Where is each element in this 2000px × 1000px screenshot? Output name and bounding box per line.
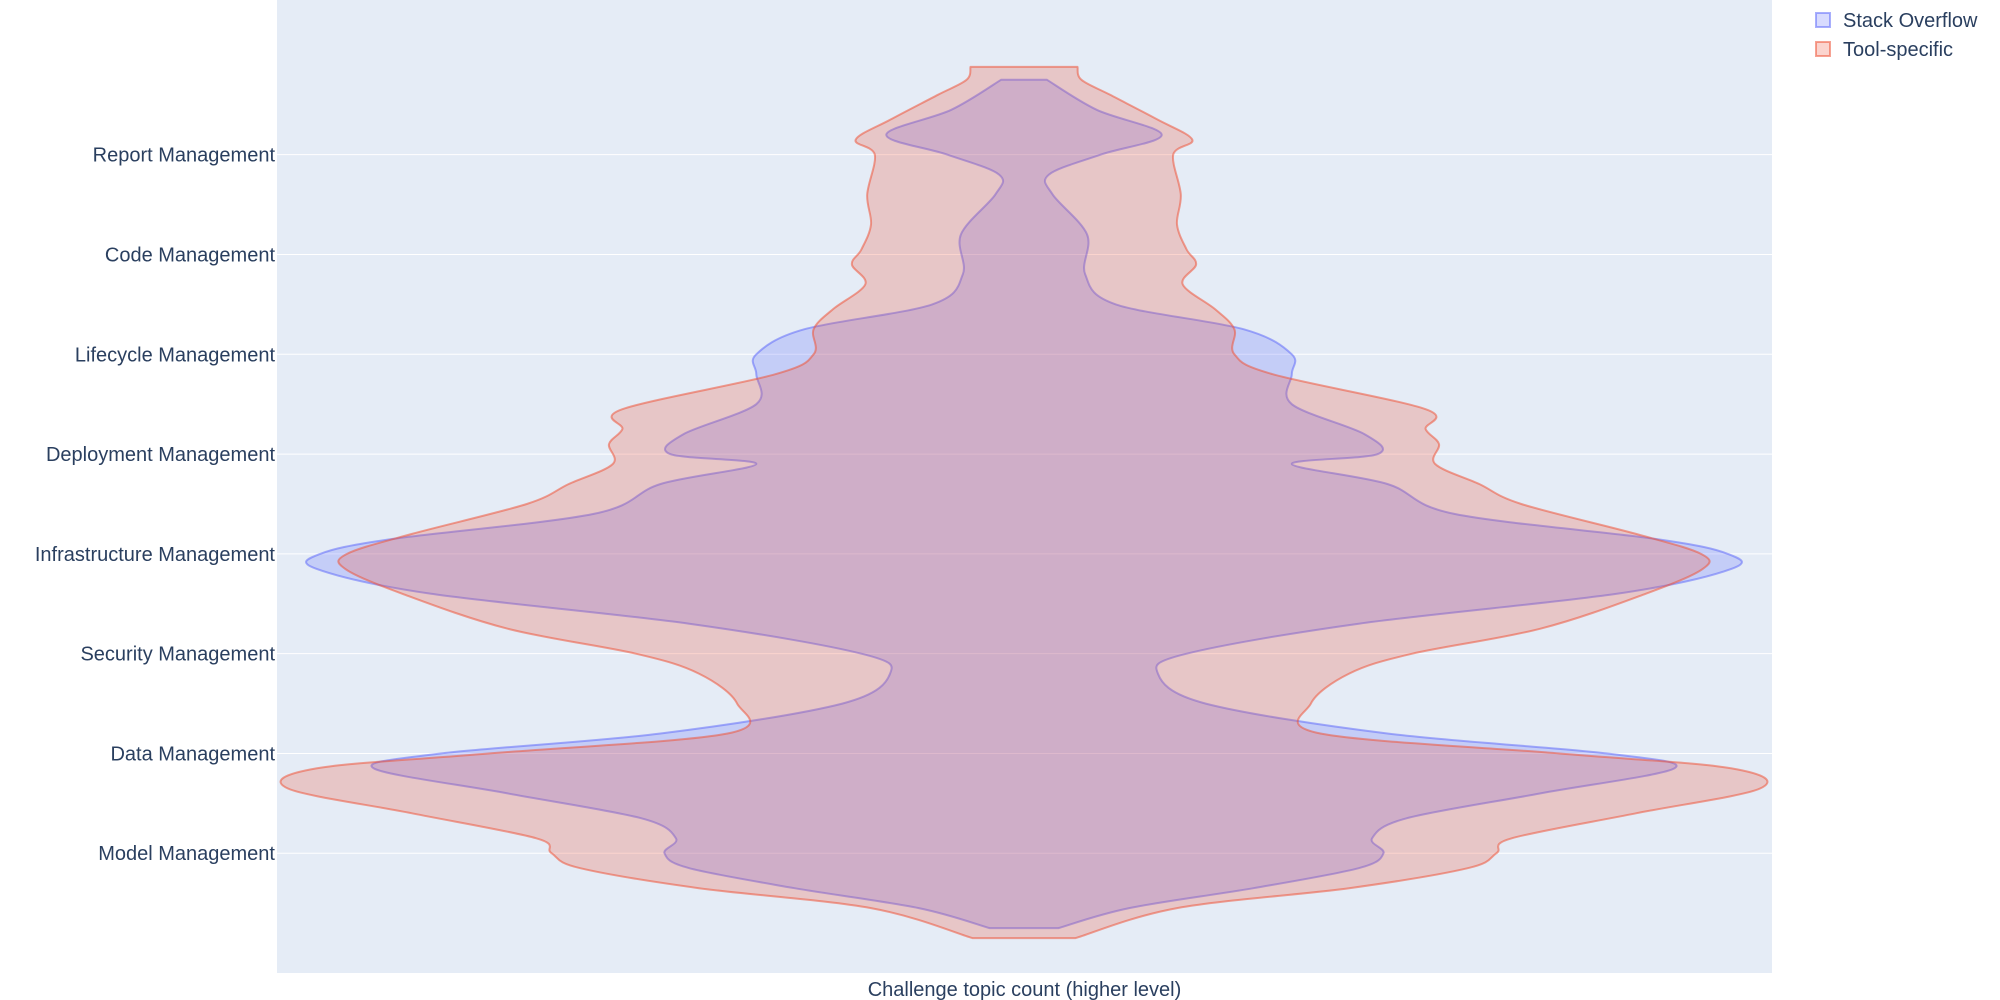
y-tick-label: Data Management bbox=[110, 743, 275, 765]
y-axis-ticks: Model Management Data Management Security … bbox=[35, 145, 276, 866]
y-tick-label: Security Management bbox=[80, 644, 275, 666]
violin-stack-overflow[interactable] bbox=[305, 78, 1743, 930]
legend-label: Tool-specific bbox=[1843, 39, 1953, 61]
y-tick-label: Code Management bbox=[105, 244, 276, 266]
legend[interactable]: Stack Overflow Tool-specific bbox=[1815, 10, 1978, 61]
gridlines bbox=[277, 154, 1772, 854]
legend-item[interactable]: Tool-specific bbox=[1815, 39, 1953, 61]
x-axis-label: Challenge topic count (higher level) bbox=[868, 979, 1182, 1000]
y-tick-label: Infrastructure Management bbox=[35, 544, 276, 566]
legend-swatch bbox=[1815, 41, 1831, 57]
violin-tool-specific[interactable] bbox=[279, 65, 1769, 940]
plot-background bbox=[277, 0, 1772, 973]
y-tick-label: Report Management bbox=[93, 145, 276, 167]
legend-swatch bbox=[1815, 12, 1831, 28]
y-tick-label: Lifecycle Management bbox=[75, 344, 276, 366]
legend-label: Stack Overflow bbox=[1843, 10, 1978, 32]
y-tick-label: Model Management bbox=[98, 843, 275, 865]
violin-layer bbox=[279, 65, 1769, 940]
y-tick-label: Deployment Management bbox=[46, 444, 275, 466]
legend-item[interactable]: Stack Overflow bbox=[1815, 10, 1978, 32]
